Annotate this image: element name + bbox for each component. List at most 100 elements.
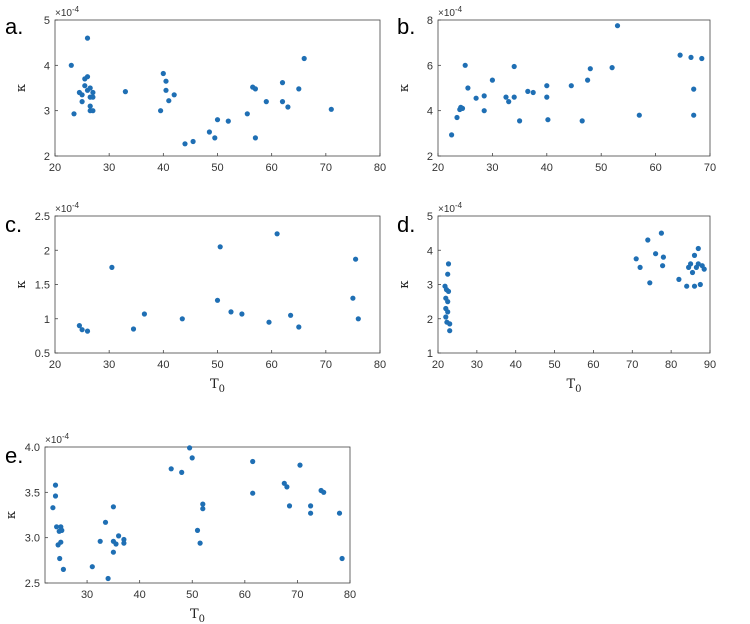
data-point-b-11: [503, 94, 509, 100]
x-tick-label: 80: [665, 359, 677, 371]
y-axis-label: κ: [14, 84, 29, 92]
data-point-d-11: [447, 321, 453, 327]
data-point-b-1: [454, 114, 460, 121]
x-tick-label: 80: [344, 589, 356, 601]
data-point-a-10: [87, 85, 93, 91]
panel-label-c: c.: [5, 212, 22, 237]
panel-label-e: e.: [5, 443, 23, 468]
data-point-a-25: [190, 138, 196, 145]
data-point-b-15: [517, 118, 523, 124]
x-tick-label: 30: [471, 359, 483, 371]
y-tick-label: 3: [44, 106, 50, 118]
data-point-e-39: [321, 489, 327, 495]
data-point-a-23: [171, 92, 177, 98]
data-point-e-21: [121, 540, 127, 546]
x-tick-label: 90: [704, 359, 716, 371]
data-point-e-28: [200, 501, 206, 507]
x-tick-label: 40: [134, 589, 146, 601]
x-tick-label: 20: [432, 162, 444, 174]
x-tick-label: 30: [486, 162, 498, 174]
data-point-a-12: [87, 103, 93, 109]
data-point-e-36: [308, 503, 314, 509]
x-tick-label: 40: [541, 162, 553, 174]
data-point-c-7: [214, 297, 221, 303]
data-point-c-1: [79, 327, 85, 333]
y-tick-label: 4: [427, 245, 433, 257]
data-point-a-14: [90, 89, 96, 96]
data-point-c-14: [296, 324, 302, 330]
data-point-e-20: [121, 536, 127, 543]
x-tick-label: 70: [320, 359, 332, 371]
x-tick-label: 40: [157, 359, 169, 371]
data-point-e-19: [116, 533, 122, 539]
data-point-e-26: [194, 527, 201, 534]
x-tick-label: 50: [595, 162, 607, 174]
data-point-c-8: [217, 244, 223, 250]
panel-label-a: a.: [5, 14, 23, 39]
data-point-b-5: [462, 62, 468, 68]
data-point-b-26: [614, 23, 621, 29]
data-point-c-3: [109, 264, 115, 270]
data-point-b-24: [587, 66, 593, 72]
data-point-a-26: [206, 129, 212, 135]
data-point-d-17: [653, 251, 659, 257]
data-point-c-12: [274, 231, 280, 237]
data-point-a-32: [252, 86, 258, 92]
data-point-a-20: [163, 78, 169, 84]
data-point-e-11: [89, 564, 95, 570]
x-tick-label: 70: [626, 359, 638, 371]
data-point-a-29: [225, 118, 231, 124]
x-tick-label: 60: [266, 359, 278, 371]
data-point-a-21: [163, 87, 169, 93]
data-point-a-33: [252, 135, 258, 141]
data-point-e-6: [57, 555, 63, 562]
y-tick-label: 4.0: [25, 442, 40, 454]
data-point-b-20: [545, 117, 551, 123]
data-point-b-10: [489, 77, 495, 83]
y-tick-label: 3: [427, 280, 433, 292]
data-point-d-6: [445, 271, 451, 277]
data-point-e-24: [187, 445, 193, 451]
plot-frame-e: [44, 446, 351, 584]
data-point-a-0: [68, 62, 74, 68]
data-point-e-40: [336, 510, 343, 516]
x-tick-label: 20: [432, 359, 444, 371]
x-tick-label: 50: [211, 359, 223, 371]
data-point-c-17: [355, 316, 361, 322]
y-axis-multiplier: ×10-4: [438, 201, 463, 215]
data-point-e-33: [284, 484, 290, 490]
data-point-a-3: [79, 92, 85, 98]
data-point-e-32: [281, 480, 287, 486]
data-point-d-31: [697, 281, 703, 288]
data-point-c-2: [84, 328, 91, 334]
data-point-e-0: [50, 505, 56, 511]
y-axis-label: κ: [397, 280, 412, 288]
data-point-a-39: [301, 55, 307, 62]
y-axis-multiplier: ×10-4: [55, 201, 80, 215]
data-point-a-34: [263, 99, 269, 105]
y-axis-label: κ: [4, 511, 19, 519]
x-axis-label: T0: [210, 377, 225, 395]
data-point-b-27: [636, 112, 642, 118]
data-point-e-27: [197, 540, 203, 546]
y-tick-label: 1: [427, 348, 433, 360]
data-point-a-35: [279, 99, 286, 105]
data-point-c-16: [353, 256, 359, 262]
data-point-d-29: [695, 261, 701, 267]
y-tick-label: 2.5: [35, 211, 50, 223]
x-tick-label: 20: [49, 162, 61, 174]
data-point-b-21: [568, 83, 574, 89]
data-point-c-9: [228, 309, 234, 315]
data-point-b-17: [530, 89, 536, 96]
data-point-d-12: [447, 328, 453, 334]
data-point-d-27: [691, 252, 698, 258]
y-tick-label: 4: [427, 106, 433, 118]
data-point-e-12: [97, 538, 103, 544]
data-point-b-22: [579, 118, 585, 124]
data-point-b-4: [459, 105, 466, 111]
data-point-a-38: [296, 86, 302, 92]
x-tick-label: 40: [510, 359, 522, 371]
data-point-d-7: [445, 299, 451, 305]
